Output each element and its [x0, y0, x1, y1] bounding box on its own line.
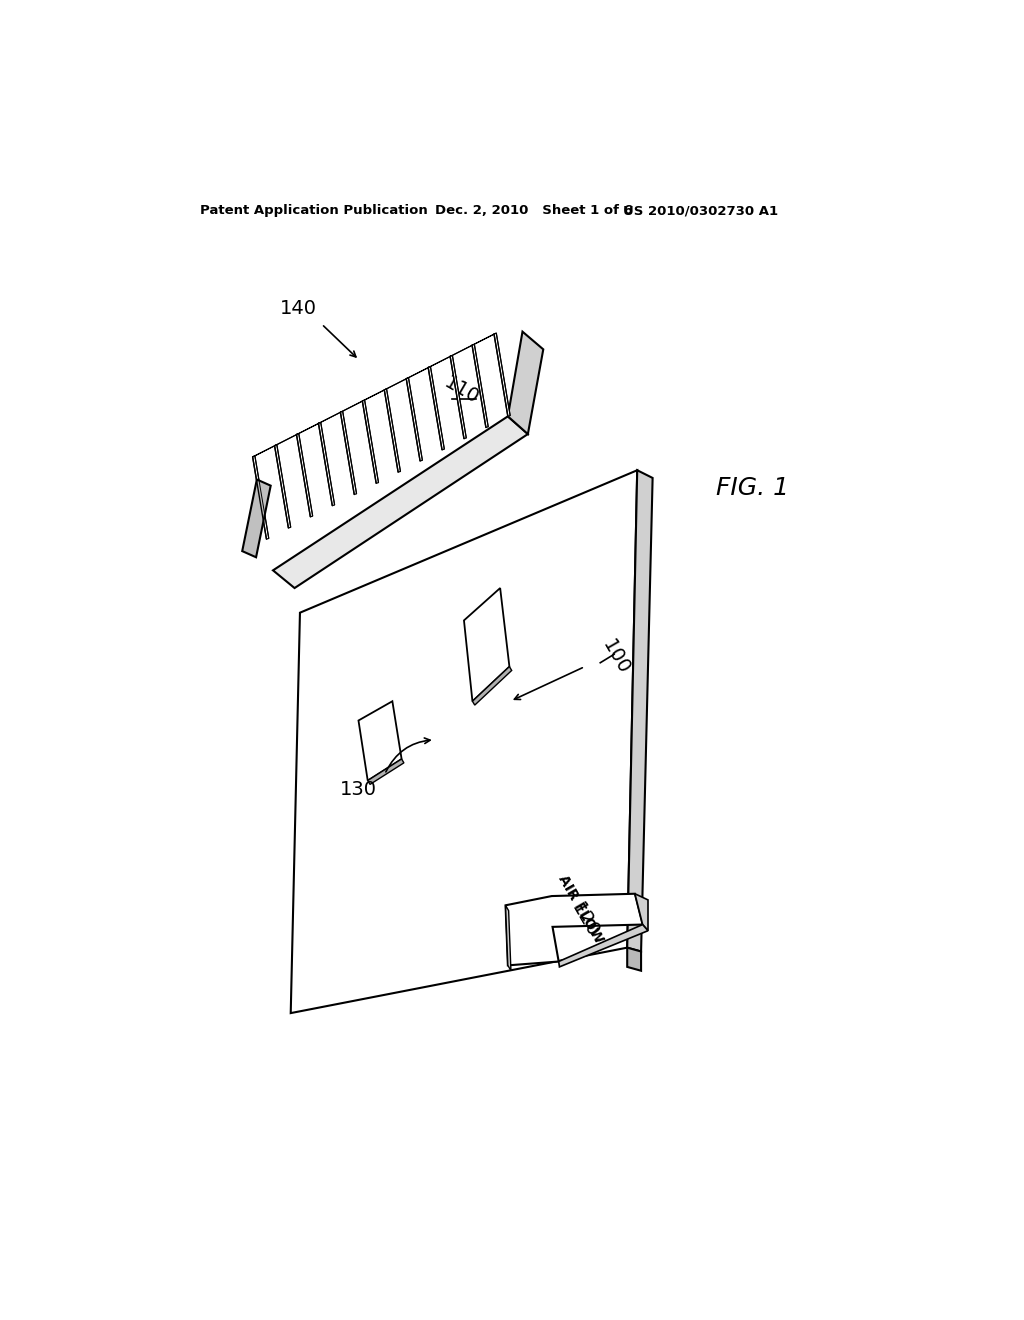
Polygon shape — [508, 331, 544, 434]
Polygon shape — [297, 434, 312, 517]
Polygon shape — [451, 355, 466, 438]
Polygon shape — [273, 416, 528, 589]
Polygon shape — [506, 894, 643, 965]
Polygon shape — [297, 422, 321, 434]
Polygon shape — [451, 345, 474, 356]
Polygon shape — [407, 367, 430, 379]
Polygon shape — [635, 894, 648, 931]
Text: 130: 130 — [340, 780, 377, 800]
Text: 120: 120 — [567, 900, 602, 941]
Polygon shape — [253, 445, 276, 457]
Text: 140: 140 — [280, 300, 316, 318]
Polygon shape — [362, 400, 379, 483]
Polygon shape — [274, 434, 299, 446]
Polygon shape — [340, 412, 356, 495]
Text: US 2010/0302730 A1: US 2010/0302730 A1 — [624, 205, 778, 218]
Text: FIG. 1: FIG. 1 — [716, 477, 790, 500]
Polygon shape — [358, 701, 401, 780]
Polygon shape — [494, 333, 510, 416]
Polygon shape — [362, 389, 387, 401]
Text: AIR FLOW: AIR FLOW — [555, 873, 605, 945]
Polygon shape — [384, 389, 400, 473]
Polygon shape — [253, 455, 268, 539]
Polygon shape — [472, 333, 497, 345]
Polygon shape — [384, 378, 409, 389]
Text: Patent Application Publication: Patent Application Publication — [200, 205, 428, 218]
Polygon shape — [506, 906, 511, 970]
Polygon shape — [407, 378, 422, 461]
Polygon shape — [318, 422, 335, 506]
Polygon shape — [291, 470, 637, 1014]
Polygon shape — [628, 948, 641, 970]
Polygon shape — [559, 924, 648, 966]
Polygon shape — [274, 445, 291, 528]
Polygon shape — [464, 589, 509, 701]
Polygon shape — [472, 345, 488, 428]
Polygon shape — [318, 412, 343, 424]
Polygon shape — [472, 667, 512, 705]
Polygon shape — [628, 470, 652, 952]
Polygon shape — [243, 479, 270, 557]
Polygon shape — [428, 355, 453, 367]
Polygon shape — [368, 759, 403, 784]
Polygon shape — [428, 367, 444, 450]
Text: 110: 110 — [441, 374, 482, 408]
Polygon shape — [340, 400, 365, 412]
Text: 100: 100 — [599, 636, 634, 678]
Text: Dec. 2, 2010   Sheet 1 of 6: Dec. 2, 2010 Sheet 1 of 6 — [435, 205, 633, 218]
